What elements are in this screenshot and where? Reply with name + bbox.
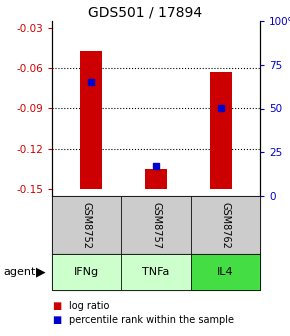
Text: ▶: ▶ (36, 265, 45, 279)
Bar (80, 51, 102, 189)
Text: IFNg: IFNg (74, 267, 99, 277)
Text: ■: ■ (52, 315, 61, 325)
Text: GSM8757: GSM8757 (151, 202, 161, 249)
Text: agent: agent (3, 267, 35, 277)
Text: percentile rank within the sample: percentile rank within the sample (69, 315, 234, 325)
Text: log ratio: log ratio (69, 301, 110, 311)
Text: GSM8762: GSM8762 (220, 202, 230, 248)
Text: ■: ■ (52, 301, 61, 311)
Text: GSM8752: GSM8752 (82, 202, 92, 249)
Text: IL4: IL4 (217, 267, 234, 277)
Bar (145, 169, 167, 189)
Text: GDS501 / 17894: GDS501 / 17894 (88, 5, 202, 19)
Text: TNFa: TNFa (142, 267, 170, 277)
Bar (210, 72, 232, 189)
